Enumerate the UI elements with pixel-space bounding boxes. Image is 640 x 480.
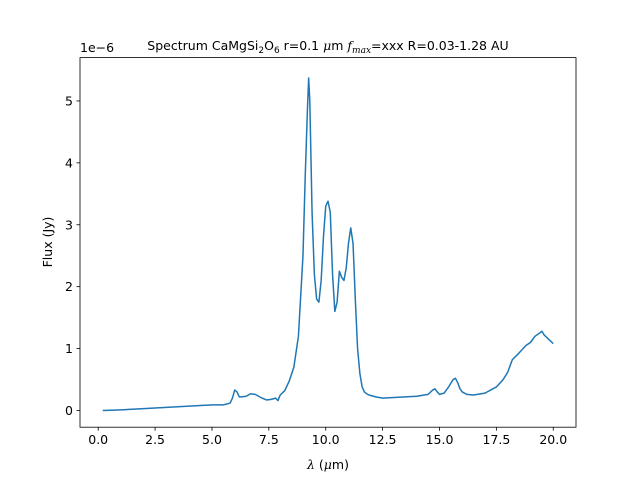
x-tick-label: 10.0 [312,432,340,447]
y-tick-label: 1 [65,341,73,356]
y-axis-ticks: 0 1 2 3 4 5 [65,93,80,418]
y-offset-text: 1e−6 [80,40,114,55]
x-tick-label: 0.0 [88,432,108,447]
x-tick-label: 17.5 [482,432,510,447]
y-tick-label: 2 [65,279,73,294]
plot-area [80,57,576,428]
series-line-0 [102,77,554,412]
chart-title: Spectrum CaMgSi2O6 r=0.1 μm fmax=xxx R=0… [147,38,508,56]
x-tick-label: 5.0 [202,432,222,447]
y-axis-label: Flux (Jy) [40,217,55,268]
x-tick-label: 2.5 [145,432,165,447]
plot-frame [79,57,577,428]
x-axis-ticks: 0.0 2.5 5.0 7.5 10.0 12.5 15.0 17.5 20.0 [88,427,567,447]
x-tick-label: 12.5 [369,432,397,447]
y-tick-label: 3 [65,217,73,232]
y-tick-label: 0 [65,403,73,418]
x-tick-label: 15.0 [426,432,454,447]
data-layer [102,77,554,412]
y-tick-label: 4 [65,155,73,170]
x-tick-label: 7.5 [259,432,279,447]
x-tick-label: 20.0 [539,432,567,447]
y-tick-label: 5 [65,93,73,108]
x-axis-label: λ (μm) [306,457,349,472]
